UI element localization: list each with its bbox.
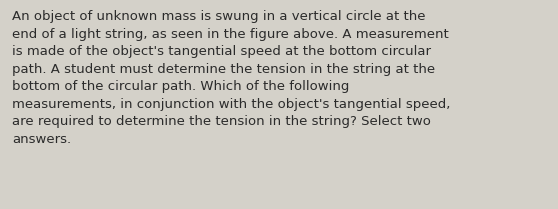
Text: An object of unknown mass is swung in a vertical circle at the
end of a light st: An object of unknown mass is swung in a …	[12, 10, 451, 146]
